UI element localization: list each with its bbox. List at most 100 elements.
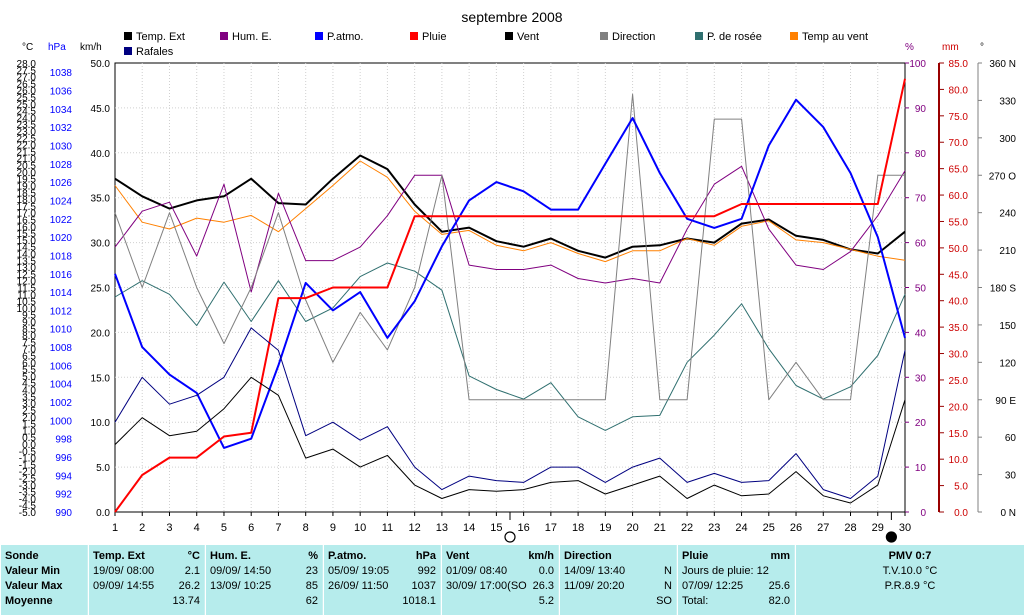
temp-tick-label: 18.0 (17, 195, 37, 206)
x-tick-label: 16 (517, 522, 529, 534)
x-tick-label: 10 (354, 522, 366, 534)
temp-tick-label: 25.0 (17, 100, 37, 111)
dir-tick-label: 240 (999, 209, 1016, 220)
press-max-value: 1037 (411, 580, 436, 592)
press-unit-label: hPa (48, 42, 66, 53)
temp-tick-label: 2.5 (22, 406, 36, 417)
temp-tick-label: 11.5 (17, 284, 36, 295)
dir-max-value: N (664, 580, 672, 592)
stats-col-temp: Temp. Ext °C 19/09/ 08:00 2.1 09/09/ 14:55… (88, 545, 204, 615)
legend-swatch (124, 47, 132, 55)
rain-days: Jours de pluie: 12 (682, 565, 769, 577)
temp-tick-label: -3.0 (19, 481, 37, 492)
legend-swatch (315, 32, 323, 40)
dir-avg-value: SO (656, 595, 672, 607)
press-tick-label: 998 (55, 435, 72, 446)
series-rafales (114, 327, 906, 499)
pmv-title: PMV 0:7 (888, 550, 932, 562)
temp-tick-label: 8.5 (22, 324, 36, 335)
press-tick-label: 1028 (50, 160, 73, 171)
rain-tick-label: 15.0 (949, 429, 969, 440)
wind-tick-label: 40.0 (91, 149, 111, 160)
x-tick-label: 27 (817, 522, 829, 534)
temp-tick-label: 7.0 (22, 345, 36, 356)
dir-min-value: N (664, 565, 672, 577)
legend-label: Temp. Ext (136, 31, 185, 43)
temp-tick-label: 21.5 (17, 147, 37, 158)
temp-tick-label: 28.0 (17, 59, 37, 70)
row-label-min: Valeur Min (5, 565, 61, 577)
hum-tick-label: 0 (920, 508, 926, 519)
temp-tick-label: 19.0 (17, 181, 37, 192)
temp-avg-value: 13.74 (172, 595, 200, 607)
hum-min-value: 23 (305, 565, 318, 577)
stats-col-wind: Vent km/h 01/09/ 08:40 0.0 30/09/ 17:00(SO… (441, 545, 558, 615)
dir-tick-label: 360 N (989, 59, 1016, 70)
dir-tick-label: 0 N (1000, 508, 1016, 519)
temp-tick-label: 6.0 (22, 358, 36, 369)
rain-tick-label: 40.0 (949, 297, 969, 308)
rain-tick-label: 75.0 (949, 112, 969, 123)
x-tick-label: 26 (790, 522, 802, 534)
temp-unit-label: °C (22, 42, 33, 53)
rain-header: Pluie (682, 550, 709, 562)
x-tick-label: 19 (599, 522, 611, 534)
temp-tick-label: 16.5 (17, 215, 37, 226)
x-tick-label: 2 (139, 522, 145, 534)
temp-tick-label: 2.0 (22, 413, 36, 424)
temp-tick-label: -1.0 (19, 454, 37, 465)
wind-avg-value: 5.2 (538, 595, 554, 607)
temp-tick-label: 7.5 (22, 338, 36, 349)
temp-tick-label: 17.0 (17, 209, 37, 220)
press-header: P.atmo. (328, 550, 367, 562)
legend-label: Direction (612, 31, 655, 43)
temp-tick-label: 22.0 (17, 141, 37, 152)
hum-tick-label: 60 (915, 239, 927, 250)
legend-swatch (124, 32, 132, 40)
wind-header: Vent (446, 550, 470, 562)
press-tick-label: 1016 (50, 270, 73, 281)
wind-tick-label: 45.0 (91, 104, 111, 115)
wind-max-value: 26.3 (532, 580, 554, 592)
hum-tick-label: 40 (915, 328, 927, 339)
dir-min-date: 14/09/ 13:40 (564, 565, 626, 577)
temp-unit: °C (187, 550, 200, 562)
hum-header: Hum. E. (210, 550, 251, 562)
wind-tick-label: 10.0 (91, 418, 111, 429)
press-tick-label: 996 (55, 453, 72, 464)
rain-total-value: 82.0 (768, 595, 790, 607)
temp-tick-label: 19.5 (17, 175, 37, 186)
temp-tick-label: 17.5 (17, 202, 37, 213)
legend-swatch (600, 32, 608, 40)
temp-tick-label: 20.5 (17, 161, 37, 172)
rain-tick-label: 80.0 (949, 85, 969, 96)
moon-full-icon (504, 531, 516, 543)
rain-tick-label: 70.0 (949, 138, 969, 149)
press-tick-label: 990 (55, 508, 72, 519)
press-tick-label: 1034 (50, 105, 73, 116)
press-tick-label: 1030 (50, 141, 73, 152)
temp-tick-label: 0.0 (22, 440, 36, 451)
press-tick-label: 1026 (50, 178, 73, 189)
series-pluie (114, 78, 906, 513)
rain-max-date: 07/09/ 12:25 (682, 580, 744, 592)
rain-tick-label: 10.0 (949, 455, 969, 466)
x-tick-label: 21 (654, 522, 666, 534)
wind-unit: km/h (528, 550, 554, 562)
press-tick-label: 1008 (50, 343, 73, 354)
dir-tick-label: 180 S (990, 284, 1016, 295)
dir-header: Direction (564, 550, 612, 562)
x-tick-label: 28 (844, 522, 856, 534)
press-tick-label: 994 (55, 471, 72, 482)
legend-swatch (505, 32, 513, 40)
press-tick-label: 1002 (50, 398, 73, 409)
legend-swatch (695, 32, 703, 40)
x-tick-label: 22 (681, 522, 693, 534)
legend-label: P. de rosée (707, 31, 762, 43)
rain-unit-label: mm (942, 42, 959, 53)
rain-tick-label: 55.0 (949, 217, 969, 228)
temp-tick-label: -4.0 (19, 494, 37, 505)
press-tick-label: 1000 (50, 416, 73, 427)
dir-tick-label: 150 (999, 321, 1016, 332)
press-tick-label: 1020 (50, 233, 73, 244)
